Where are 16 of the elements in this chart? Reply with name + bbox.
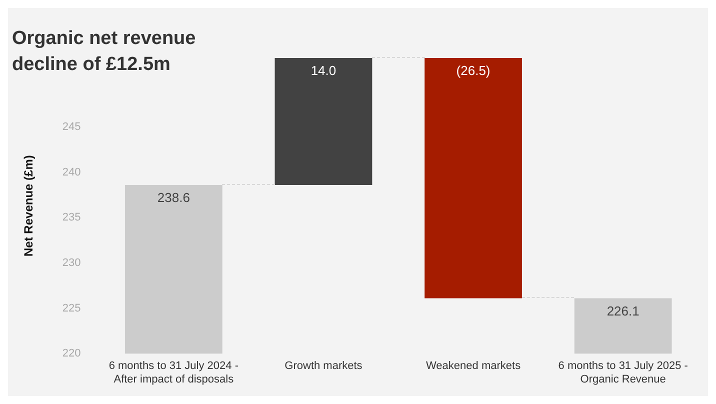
x-tick-label: Weakened markets: [426, 360, 522, 372]
y-tick-label: 235: [62, 212, 81, 224]
x-tick-label: 6 months to 31 July 2025 - Organic Revenue: [558, 360, 688, 386]
data-label: (26.5): [456, 63, 490, 78]
x-tick-label: Growth markets: [284, 360, 363, 372]
y-tick-label: 225: [62, 302, 81, 314]
y-tick-label: 230: [62, 256, 81, 269]
chart-title: Organic net revenue decline of £12.5m: [12, 27, 197, 77]
data-label: 14.0: [310, 63, 336, 78]
y-tick-label: 245: [62, 120, 81, 133]
data-label: 238.6: [157, 190, 190, 206]
y-tick-label: 240: [62, 166, 81, 178]
x-tick-label: 6 months to 31 July 2024 - After impact of disposals: [108, 360, 239, 386]
y-tick-label: 220: [62, 348, 81, 360]
data-label: 226.1: [606, 303, 640, 318]
y-axis-title: Net Revenue (£m): [22, 155, 36, 256]
